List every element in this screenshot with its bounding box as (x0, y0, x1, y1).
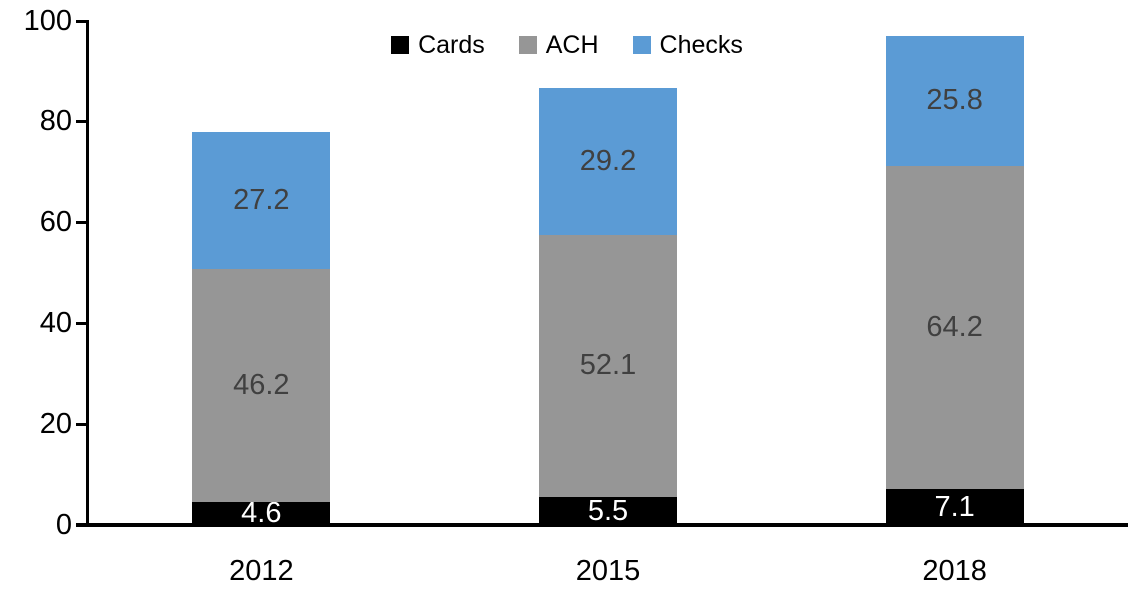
y-axis-tick (76, 120, 88, 124)
bar-segment-cards-2015: 5.5 (539, 494, 677, 527)
bar-value-label: 64.2 (926, 310, 983, 343)
x-axis-category-label: 2015 (575, 555, 641, 587)
y-axis-tick (76, 523, 88, 527)
legend-swatch-ach (518, 36, 537, 54)
y-axis-tick (76, 221, 88, 225)
legend-item-ach: ACH (518, 31, 599, 59)
bar-value-label: 27.2 (233, 183, 290, 216)
y-axis-tick-label: 80 (39, 105, 72, 138)
bar-value-label: 29.2 (579, 144, 637, 177)
bar-segment-ach-2018: 64.2 (885, 165, 1024, 490)
bar-segment-checks-2015: 29.2 (539, 87, 677, 235)
y-axis-line (86, 20, 89, 527)
x-axis-category-label: 2018 (922, 555, 987, 587)
legend-item-checks: Checks (632, 31, 743, 59)
legend-label: ACH (545, 31, 599, 59)
bar-segment-cards-2018: 7.1 (885, 489, 1024, 525)
bar-segment-ach-2012: 46.2 (192, 268, 331, 502)
y-axis-tick-label: 0 (55, 508, 72, 541)
y-axis-tick (76, 422, 88, 426)
bar-segment-cards-2012: 4.6 (192, 496, 331, 529)
y-axis-tick-label: 40 (39, 306, 72, 339)
bar-value-label: 52.1 (579, 349, 637, 382)
bar-value-label: 5.5 (587, 494, 629, 527)
y-axis-tick-label: 100 (23, 4, 72, 37)
x-axis-line (76, 523, 1128, 527)
legend-item-cards: Cards (391, 31, 485, 59)
y-axis-tick-label: 20 (39, 407, 72, 440)
bar-value-label: 7.1 (934, 490, 975, 523)
bar-value-label: 4.6 (241, 496, 282, 529)
y-axis-tick (76, 321, 88, 325)
legend-label: Checks (659, 31, 743, 59)
legend-swatch-checks (632, 36, 651, 54)
bar-segment-ach-2015: 52.1 (539, 234, 677, 498)
bar-value-label: 25.8 (926, 84, 983, 117)
x-axis-category-label: 2012 (229, 555, 294, 587)
y-axis-tick (76, 19, 88, 23)
bar-segment-checks-2012: 27.2 (192, 131, 331, 269)
bar-value-label: 46.2 (233, 368, 290, 401)
y-axis-tick-label: 60 (39, 206, 72, 239)
legend-swatch-cards (391, 36, 410, 54)
legend-label: Cards (418, 31, 485, 59)
bar-segment-checks-2018: 25.8 (885, 35, 1024, 166)
